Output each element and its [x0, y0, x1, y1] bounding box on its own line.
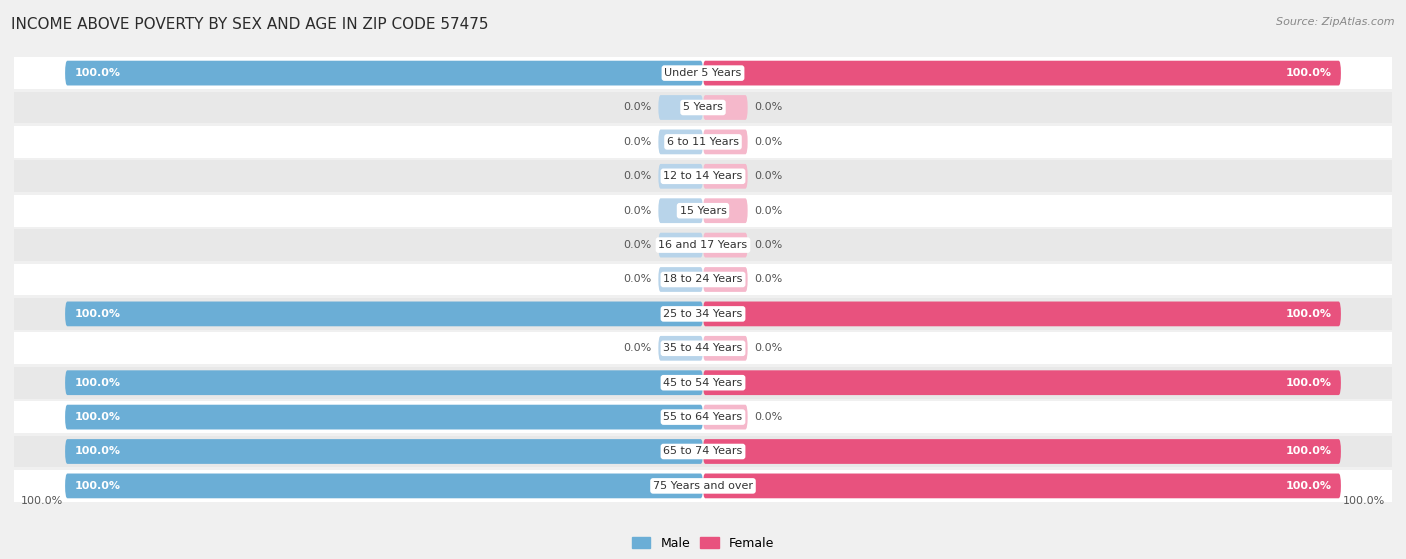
- Text: 100.0%: 100.0%: [1285, 68, 1331, 78]
- Bar: [14, 160, 1392, 192]
- Bar: [14, 57, 1392, 89]
- FancyBboxPatch shape: [703, 301, 1341, 326]
- Text: 0.0%: 0.0%: [754, 274, 782, 285]
- Text: INCOME ABOVE POVERTY BY SEX AND AGE IN ZIP CODE 57475: INCOME ABOVE POVERTY BY SEX AND AGE IN Z…: [11, 17, 489, 32]
- Bar: [14, 367, 1392, 399]
- FancyBboxPatch shape: [658, 95, 703, 120]
- Text: 100.0%: 100.0%: [75, 309, 121, 319]
- Text: 0.0%: 0.0%: [624, 240, 652, 250]
- FancyBboxPatch shape: [703, 267, 748, 292]
- Text: 100.0%: 100.0%: [1285, 447, 1331, 457]
- Text: 100.0%: 100.0%: [1343, 496, 1385, 506]
- Text: 12 to 14 Years: 12 to 14 Years: [664, 171, 742, 181]
- Text: 16 and 17 Years: 16 and 17 Years: [658, 240, 748, 250]
- Bar: [14, 435, 1392, 467]
- FancyBboxPatch shape: [658, 198, 703, 223]
- Text: 100.0%: 100.0%: [75, 447, 121, 457]
- Text: 25 to 34 Years: 25 to 34 Years: [664, 309, 742, 319]
- Text: 0.0%: 0.0%: [754, 102, 782, 112]
- Text: 15 Years: 15 Years: [679, 206, 727, 216]
- FancyBboxPatch shape: [65, 439, 703, 464]
- Text: 0.0%: 0.0%: [624, 206, 652, 216]
- Text: 100.0%: 100.0%: [1285, 309, 1331, 319]
- Bar: [14, 470, 1392, 502]
- Text: 0.0%: 0.0%: [754, 240, 782, 250]
- FancyBboxPatch shape: [658, 130, 703, 154]
- Text: 65 to 74 Years: 65 to 74 Years: [664, 447, 742, 457]
- Text: 0.0%: 0.0%: [754, 412, 782, 422]
- Bar: [14, 195, 1392, 226]
- Bar: [14, 264, 1392, 295]
- FancyBboxPatch shape: [703, 439, 1341, 464]
- Text: 100.0%: 100.0%: [1285, 378, 1331, 388]
- Text: 6 to 11 Years: 6 to 11 Years: [666, 137, 740, 147]
- Text: Source: ZipAtlas.com: Source: ZipAtlas.com: [1277, 17, 1395, 27]
- FancyBboxPatch shape: [65, 405, 703, 429]
- Bar: [14, 229, 1392, 261]
- Bar: [14, 92, 1392, 124]
- FancyBboxPatch shape: [703, 95, 748, 120]
- Text: 0.0%: 0.0%: [754, 171, 782, 181]
- Text: 55 to 64 Years: 55 to 64 Years: [664, 412, 742, 422]
- Text: 0.0%: 0.0%: [624, 274, 652, 285]
- FancyBboxPatch shape: [658, 164, 703, 189]
- Bar: [14, 333, 1392, 364]
- Bar: [14, 298, 1392, 330]
- Bar: [14, 401, 1392, 433]
- Text: 100.0%: 100.0%: [75, 412, 121, 422]
- Text: 0.0%: 0.0%: [754, 206, 782, 216]
- Text: 18 to 24 Years: 18 to 24 Years: [664, 274, 742, 285]
- FancyBboxPatch shape: [703, 130, 748, 154]
- FancyBboxPatch shape: [703, 473, 1341, 498]
- Text: 100.0%: 100.0%: [75, 68, 121, 78]
- FancyBboxPatch shape: [703, 233, 748, 258]
- FancyBboxPatch shape: [703, 164, 748, 189]
- FancyBboxPatch shape: [65, 473, 703, 498]
- FancyBboxPatch shape: [658, 267, 703, 292]
- Text: 0.0%: 0.0%: [754, 343, 782, 353]
- FancyBboxPatch shape: [703, 370, 1341, 395]
- Text: 100.0%: 100.0%: [21, 496, 63, 506]
- FancyBboxPatch shape: [65, 301, 703, 326]
- Text: 75 Years and over: 75 Years and over: [652, 481, 754, 491]
- Text: 100.0%: 100.0%: [75, 378, 121, 388]
- FancyBboxPatch shape: [703, 405, 748, 429]
- FancyBboxPatch shape: [703, 336, 748, 361]
- Text: 0.0%: 0.0%: [624, 343, 652, 353]
- Text: 5 Years: 5 Years: [683, 102, 723, 112]
- Text: 0.0%: 0.0%: [624, 102, 652, 112]
- FancyBboxPatch shape: [65, 370, 703, 395]
- Bar: [14, 126, 1392, 158]
- Text: 0.0%: 0.0%: [624, 171, 652, 181]
- Text: 0.0%: 0.0%: [754, 137, 782, 147]
- FancyBboxPatch shape: [703, 61, 1341, 86]
- FancyBboxPatch shape: [658, 336, 703, 361]
- Text: 100.0%: 100.0%: [1285, 481, 1331, 491]
- FancyBboxPatch shape: [703, 198, 748, 223]
- Legend: Male, Female: Male, Female: [627, 532, 779, 555]
- FancyBboxPatch shape: [65, 61, 703, 86]
- Text: Under 5 Years: Under 5 Years: [665, 68, 741, 78]
- Text: 35 to 44 Years: 35 to 44 Years: [664, 343, 742, 353]
- Text: 100.0%: 100.0%: [75, 481, 121, 491]
- Text: 0.0%: 0.0%: [624, 137, 652, 147]
- Text: 45 to 54 Years: 45 to 54 Years: [664, 378, 742, 388]
- FancyBboxPatch shape: [658, 233, 703, 258]
